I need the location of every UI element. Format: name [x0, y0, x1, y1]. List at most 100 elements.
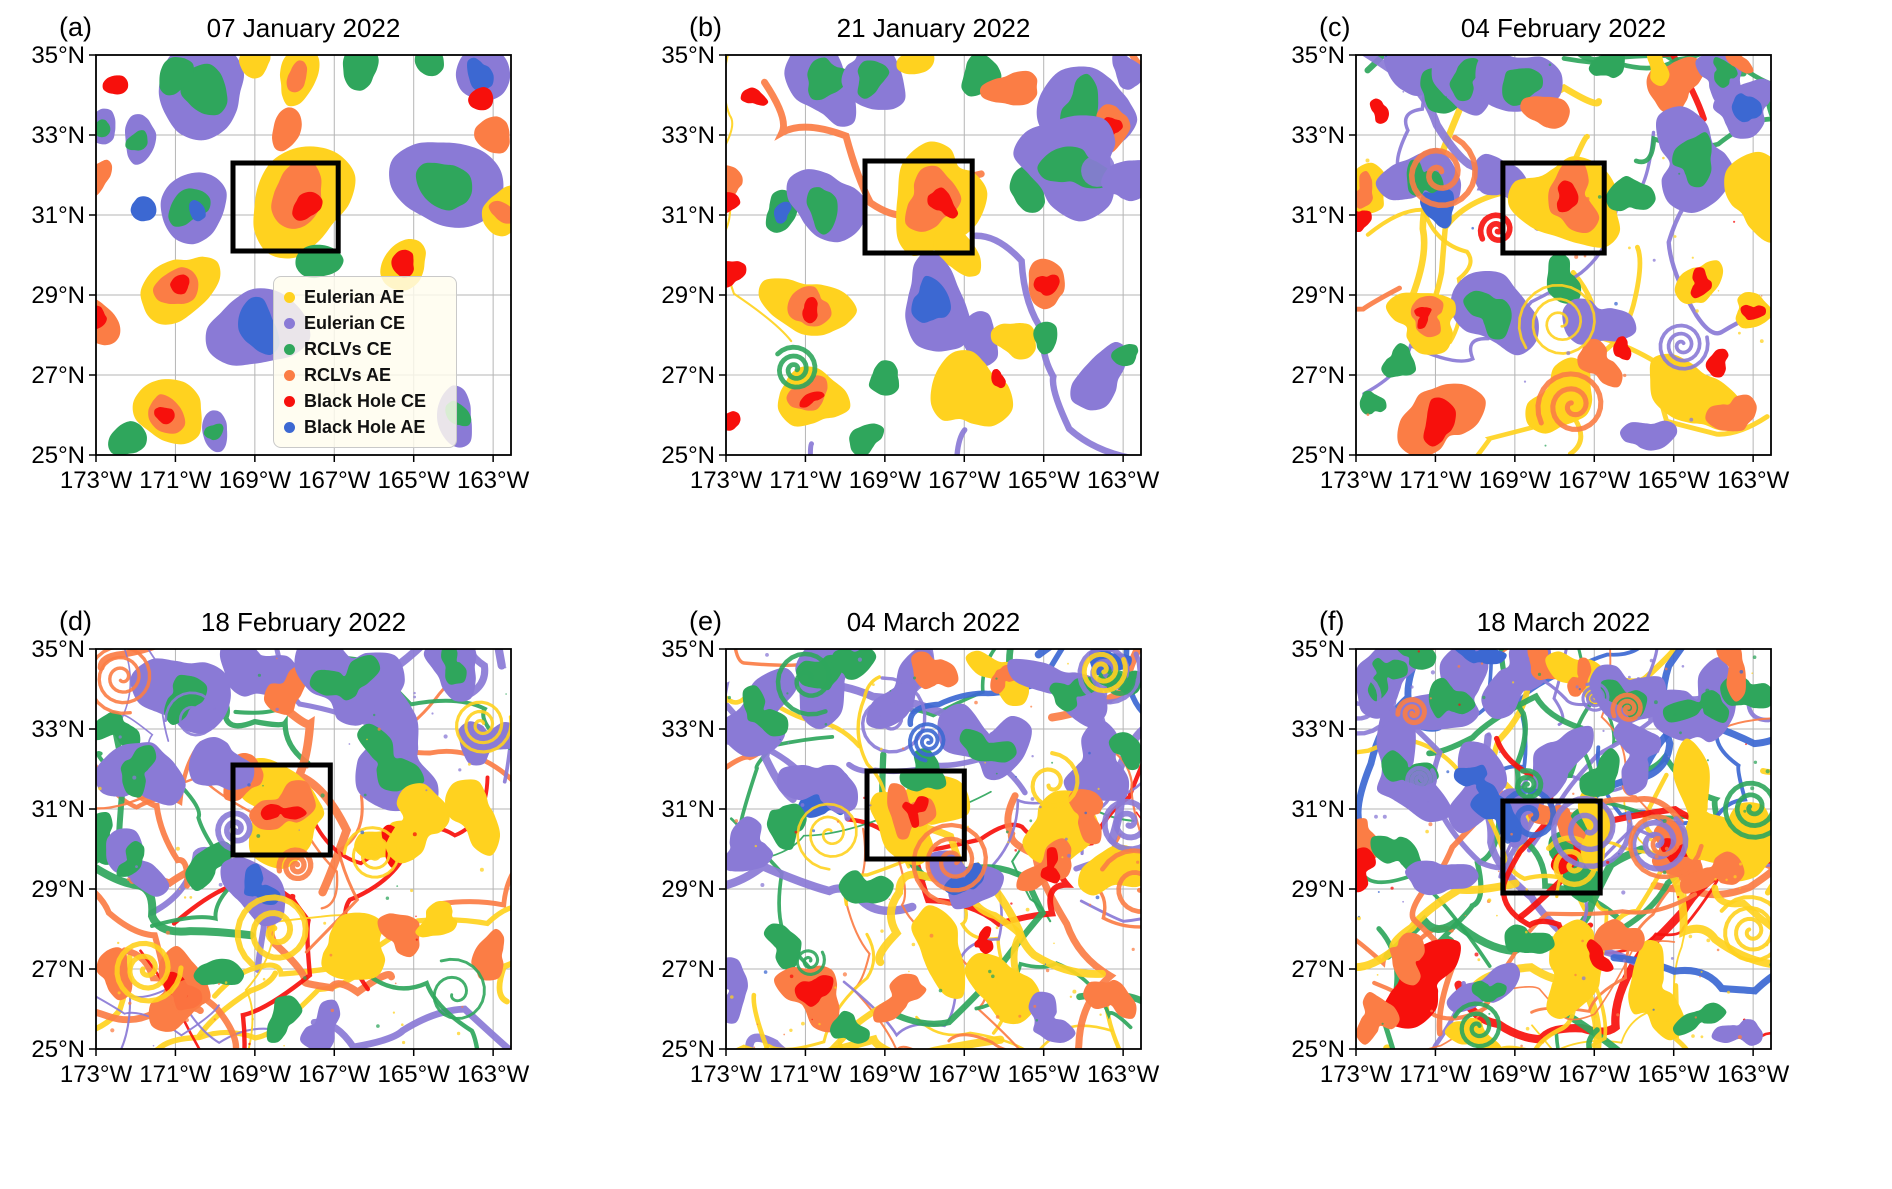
speckle [834, 986, 837, 989]
legend-item: Black Hole AE [284, 415, 446, 439]
eddy-layer [1414, 307, 1432, 329]
speckle [135, 865, 138, 868]
speckle [392, 1011, 395, 1014]
speckle [1051, 761, 1054, 764]
x-tick-label: 163°W [457, 467, 530, 494]
x-tick-label: 171°W [1399, 1061, 1472, 1088]
swirl [1477, 212, 1513, 243]
eddy-layer [96, 305, 107, 330]
filament [1426, 692, 1620, 920]
speckle [1015, 775, 1017, 778]
speckle [1014, 849, 1017, 852]
eddy-layer [726, 411, 741, 431]
eddy-layer [164, 674, 208, 726]
filament [1372, 892, 1698, 1021]
panel-title: 04 February 2022 [1460, 13, 1667, 43]
swirl [1610, 692, 1643, 722]
filament [147, 649, 170, 742]
panel-title: 18 March 2022 [1476, 607, 1651, 637]
y-tick-label: 33°N [661, 716, 715, 743]
swirl [1517, 283, 1596, 355]
eddy-layer [130, 196, 157, 222]
y-tick-label: 25°N [31, 442, 85, 469]
speckle [363, 793, 367, 797]
speckle [1602, 729, 1605, 732]
eddy-layer [786, 375, 828, 411]
speckle [504, 666, 507, 669]
eddy-layer [342, 55, 379, 91]
speckle [888, 898, 890, 900]
x-tick-label: 171°W [139, 1061, 212, 1088]
speckle [1525, 656, 1530, 661]
eddy-layer [471, 928, 505, 981]
speckle [1664, 846, 1669, 851]
speckle [1381, 1022, 1384, 1025]
speckle [1593, 1014, 1597, 1019]
eddy-layer [108, 421, 147, 455]
eddy-layer [170, 274, 190, 295]
filament [1654, 856, 1771, 969]
study-region-box [864, 768, 967, 862]
speckle [1739, 862, 1743, 866]
speckle [402, 1040, 406, 1045]
speckle [929, 933, 934, 938]
eddy-layer [377, 913, 420, 958]
eddy-layer [849, 423, 885, 455]
speckle [1678, 172, 1681, 175]
eddy-layer [1680, 851, 1745, 894]
speckle [1031, 755, 1034, 758]
legend-label: RCLVs AE [304, 364, 392, 385]
y-tick-label: 31°N [1291, 796, 1345, 823]
study-region-box [230, 762, 333, 858]
speckle [175, 846, 180, 851]
speckle [1430, 670, 1435, 675]
swirl [796, 802, 858, 871]
speckle [1711, 1005, 1714, 1008]
legend: Eulerian AE Eulerian CE RCLVs CE RCLVs AE Bl… [273, 276, 457, 448]
speckle [1673, 235, 1677, 238]
eddy-layer [266, 995, 303, 1043]
filament [1006, 649, 1019, 696]
speckle [373, 713, 376, 717]
speckle [415, 938, 418, 941]
speckle [880, 929, 884, 933]
swirl [1395, 697, 1427, 726]
speckle [183, 896, 187, 899]
speckle [913, 676, 916, 680]
filament [1554, 1033, 1560, 1049]
eddy-layer [726, 165, 743, 201]
speckle [879, 747, 883, 751]
panel-d: (d) 18 February 2022 173°W 171°W 169°W 167°… [1, 594, 631, 1188]
speckle [1523, 380, 1527, 383]
eddy-layer [974, 926, 994, 955]
eddy-layer [773, 201, 792, 224]
speckle [1738, 331, 1741, 335]
speckle [373, 704, 376, 707]
swirl [114, 940, 184, 1004]
speckle [1477, 958, 1481, 962]
speckle [1652, 1008, 1655, 1011]
speckle [1366, 413, 1370, 416]
x-tick-label: 163°W [1087, 467, 1160, 494]
speckle [995, 1015, 1000, 1019]
swirl [1628, 814, 1704, 880]
eddy-layer [1068, 789, 1104, 845]
filament [1093, 833, 1141, 929]
speckle [1637, 716, 1641, 720]
speckle [1628, 675, 1631, 679]
eddy-layer [911, 905, 966, 999]
y-tick-label: 35°N [31, 42, 85, 69]
speckle [257, 673, 261, 677]
eddy-layer [766, 803, 807, 851]
speckle [1667, 755, 1670, 758]
eddy-layer [979, 70, 1038, 106]
filament [120, 983, 276, 1049]
speckle [276, 657, 278, 660]
axis-ticks [1349, 648, 1754, 1056]
speckle [1739, 670, 1744, 674]
eddy-layer [1396, 649, 1437, 670]
swirl [911, 822, 988, 906]
speckle [1714, 878, 1717, 881]
filament [457, 649, 466, 659]
